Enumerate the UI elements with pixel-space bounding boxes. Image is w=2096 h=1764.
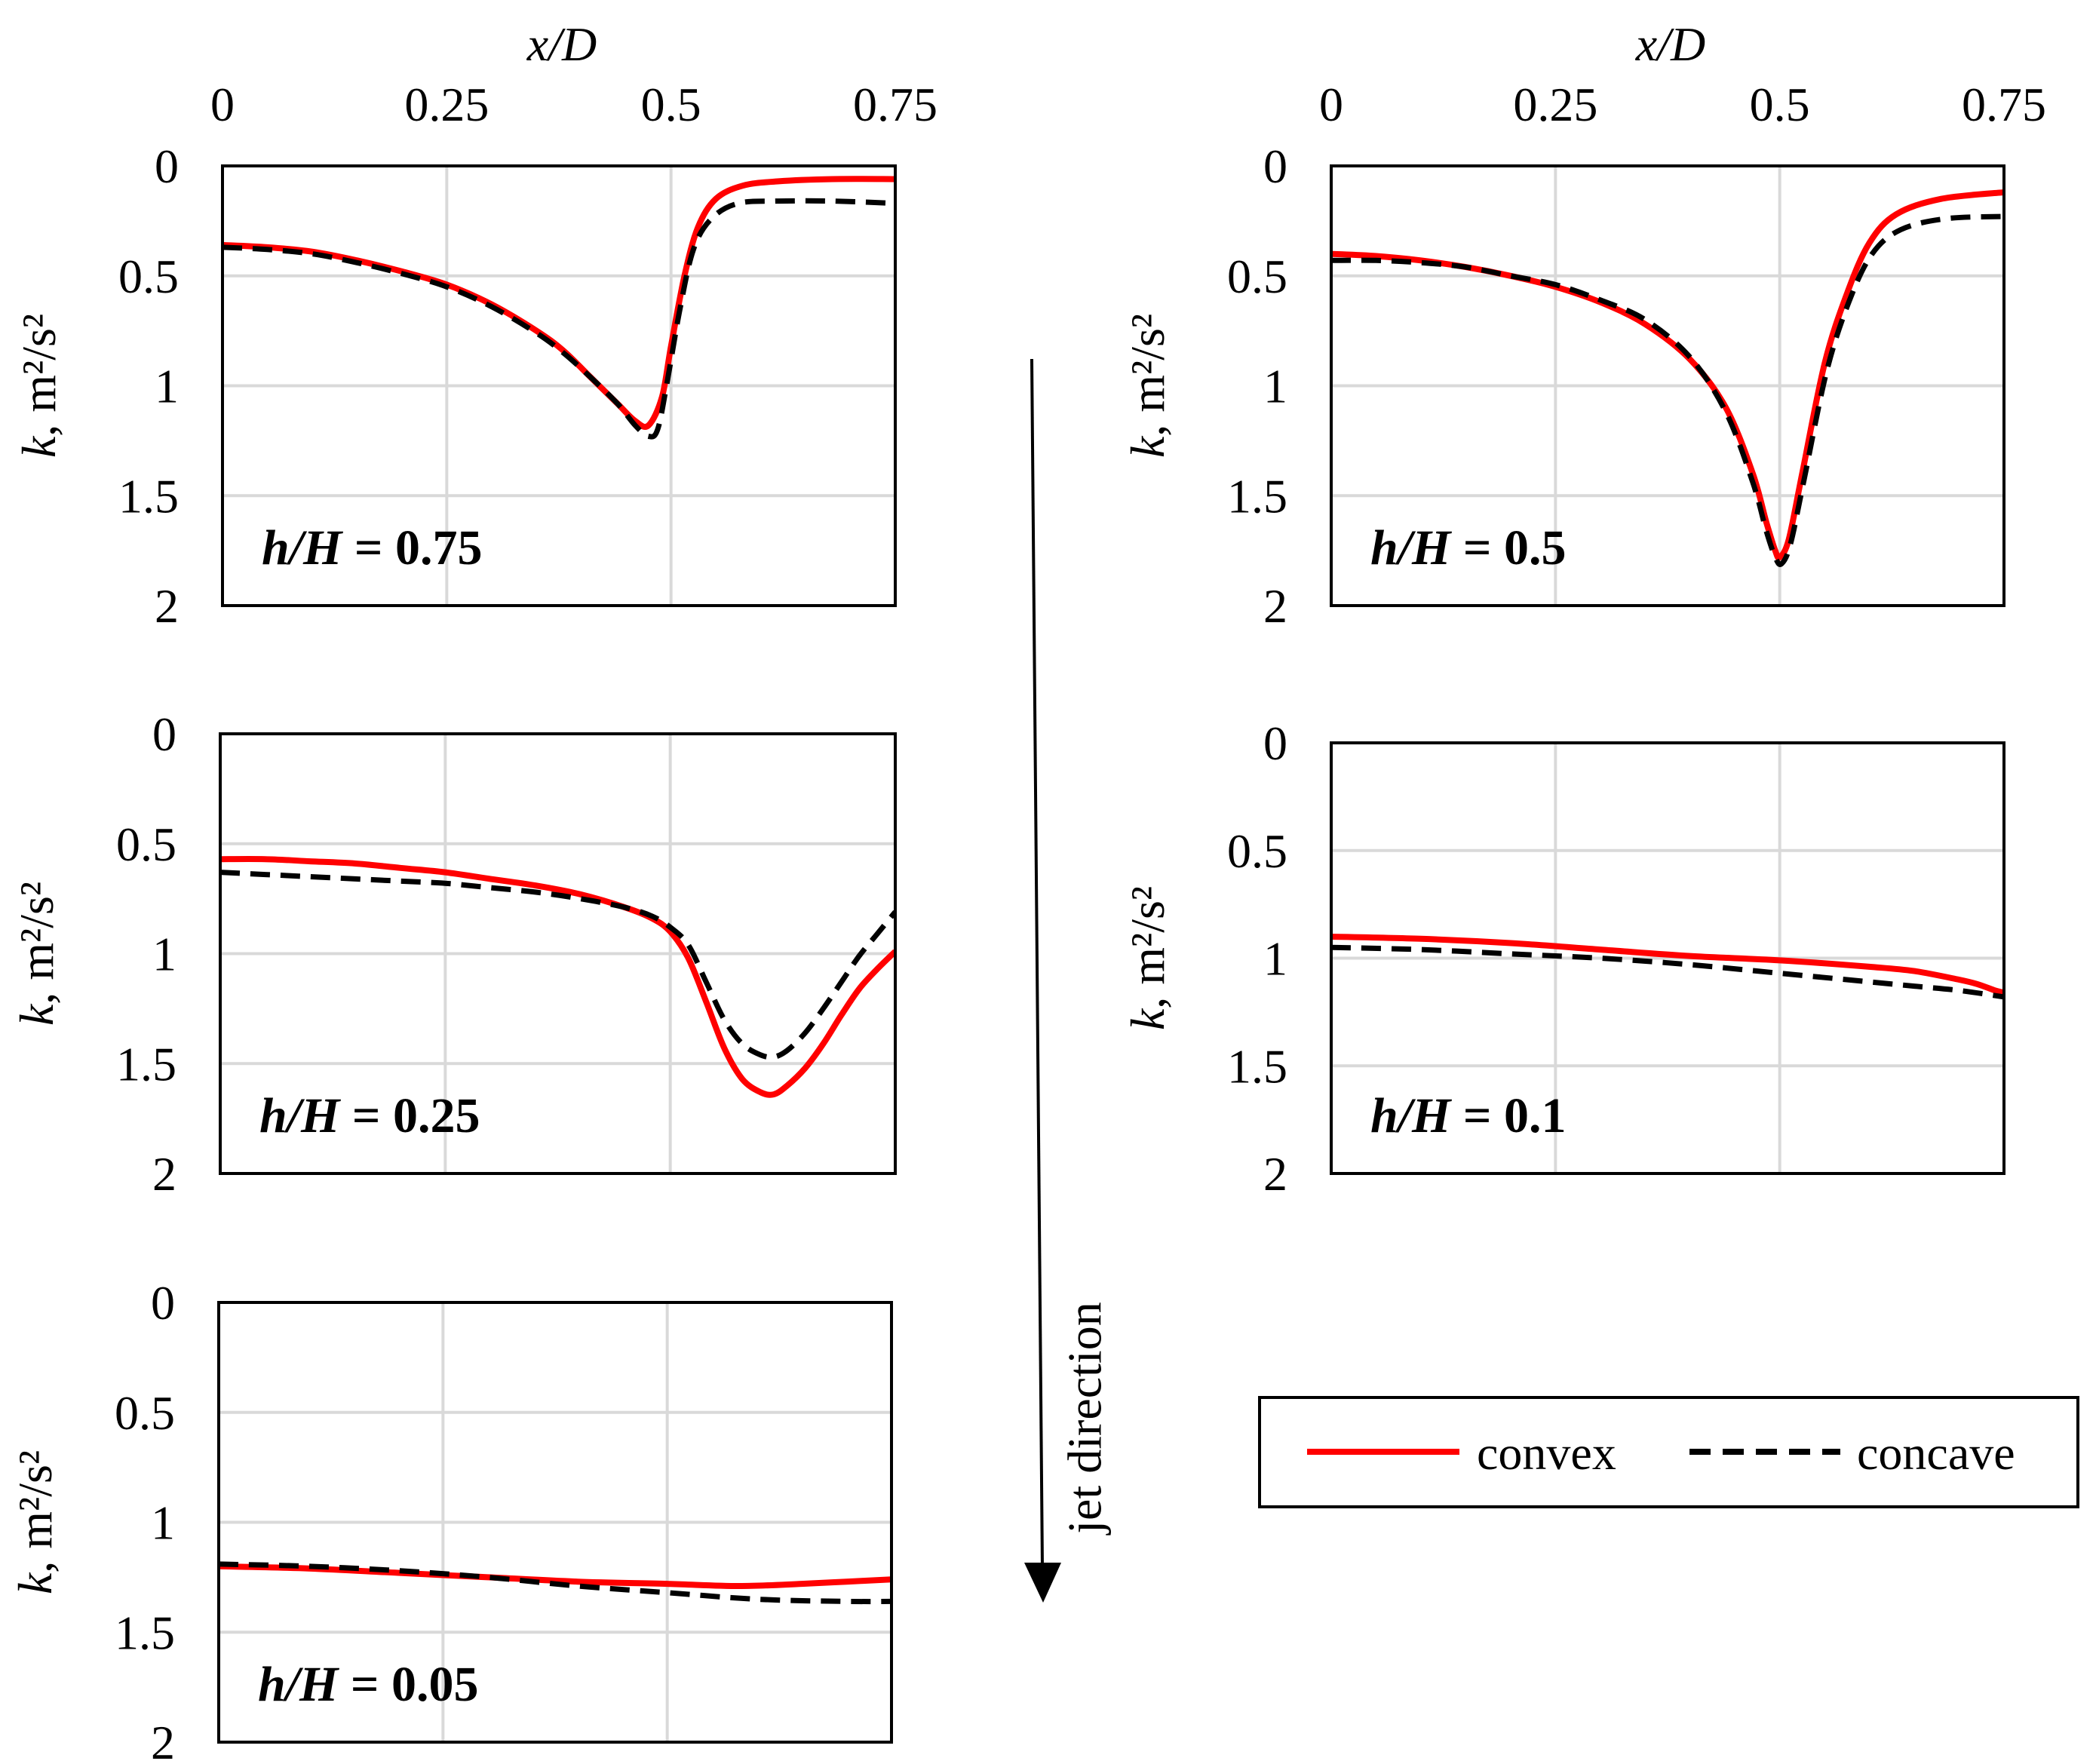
y-tick-label: 1.5 — [116, 1037, 176, 1091]
x-axis-label: x/D — [1635, 17, 1705, 71]
plot-frame — [219, 732, 897, 1175]
y-tick-label: 2 — [1263, 1147, 1287, 1201]
x-tick-label: 0.25 — [404, 78, 489, 131]
y-axis-label: k, m²/s² — [1121, 886, 1174, 1030]
y-tick-label: 2 — [152, 1147, 176, 1201]
chart-panel: 0 0.5 1 1.5 2 k, m²/s² h/H = 0.1 — [1121, 716, 2005, 1201]
y-tick-label: 0 — [151, 1276, 175, 1330]
chart-panel: 0 0.5 1 1.5 2 k, m²/s² h/H = 0.05 — [8, 1276, 893, 1764]
panel-label: h/H = 0.05 — [258, 1657, 479, 1712]
y-tick-label: 1.5 — [1227, 1039, 1287, 1093]
chart-panel: 0 0.5 1 1.5 2 0 0.25 0.5 0.75 x/D k, m²/s² h/H = 0.… — [12, 17, 938, 633]
y-tick-label: 0.5 — [118, 250, 179, 303]
plot-frame — [221, 164, 897, 607]
plot-frame — [1330, 741, 2005, 1175]
y-tick-label: 2 — [1263, 579, 1287, 633]
arrow-shaft — [1030, 358, 1044, 1568]
arrow-label: jet direction — [1058, 1302, 1112, 1535]
y-tick-label: 0.5 — [116, 818, 176, 871]
x-tick-label: 0 — [210, 78, 235, 131]
y-axis-label: k, m²/s² — [12, 314, 66, 458]
x-tick-label: 0.5 — [641, 78, 701, 131]
series-line-concave — [1331, 213, 2004, 567]
y-tick-label: 0 — [1263, 140, 1287, 193]
y-tick-label: 0 — [1263, 716, 1287, 770]
legend: convex concave — [1258, 1396, 2079, 1508]
panel-label: h/H = 0.5 — [1370, 520, 1567, 575]
y-tick-label: 0 — [155, 140, 179, 193]
series-line-concave — [222, 198, 895, 440]
plot-frame — [217, 1301, 893, 1744]
panel-label: h/H = 0.75 — [262, 520, 483, 575]
y-tick-label: 0 — [152, 707, 176, 761]
y-axis-label: k, m²/s² — [1121, 314, 1174, 458]
y-tick-label: 0.5 — [1227, 824, 1287, 878]
chart-panels: 0 0.5 1 1.5 2 0 0.25 0.5 0.75 x/D k, m²/s² h/H = 0.… — [8, 17, 2046, 1764]
y-tick-label: 1 — [1263, 932, 1287, 986]
y-axis-label: k, m²/s² — [8, 1450, 62, 1594]
x-tick-label: 0.5 — [1750, 78, 1810, 131]
y-tick-label: 1.5 — [115, 1606, 175, 1659]
y-tick-label: 2 — [151, 1716, 175, 1764]
x-tick-label: 0 — [1319, 78, 1343, 131]
jet-direction-arrow: jet direction — [1024, 358, 1112, 1603]
series-line-concave — [1331, 944, 2004, 1000]
series-line-convex — [1331, 934, 2004, 996]
arrow-head — [1024, 1563, 1061, 1603]
y-tick-label: 1 — [1263, 360, 1287, 413]
y-tick-label: 1.5 — [118, 469, 179, 523]
y-tick-label: 2 — [155, 579, 179, 633]
chart-panel: 0 0.5 1 1.5 2 0 0.25 0.5 0.75 x/D k, m²/s² h/H = 0.… — [1121, 17, 2046, 633]
panel-label: h/H = 0.25 — [259, 1088, 480, 1143]
series-line-convex — [222, 176, 895, 430]
y-tick-label: 1.5 — [1227, 469, 1287, 523]
x-tick-label: 0.75 — [853, 78, 938, 131]
x-tick-label: 0.25 — [1513, 78, 1597, 131]
x-axis-label: x/D — [526, 17, 597, 71]
series-line-concave — [220, 870, 895, 1060]
y-tick-label: 1 — [152, 928, 176, 981]
series-line-concave — [219, 1561, 891, 1605]
series-line-convex — [1331, 189, 2004, 561]
y-tick-label: 0.5 — [1227, 250, 1287, 303]
y-axis-label: k, m²/s² — [10, 882, 63, 1026]
y-tick-label: 0.5 — [115, 1386, 175, 1440]
legend-concave-label: concave — [1857, 1426, 2015, 1480]
x-tick-label: 0.75 — [1962, 78, 2046, 131]
y-tick-label: 1 — [151, 1496, 175, 1550]
plot-frame — [1330, 164, 2005, 607]
y-tick-label: 1 — [155, 360, 179, 413]
legend-convex-label: convex — [1477, 1426, 1616, 1480]
chart-panel: 0 0.5 1 1.5 2 k, m²/s² h/H = 0.25 — [10, 707, 897, 1201]
series-line-convex — [220, 855, 895, 1098]
panel-label: h/H = 0.1 — [1370, 1088, 1567, 1143]
